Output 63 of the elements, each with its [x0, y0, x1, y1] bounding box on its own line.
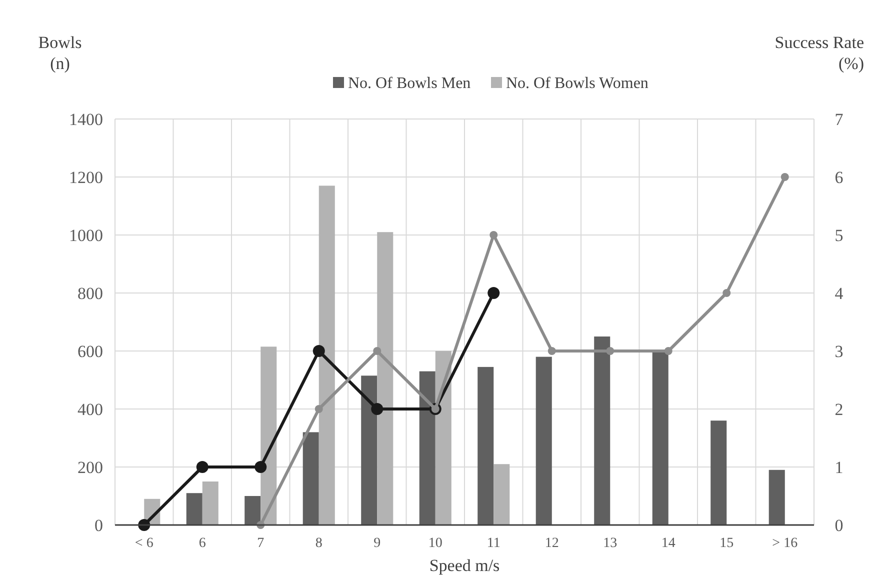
bar [361, 376, 378, 525]
y2-tick-label: 5 [834, 226, 844, 245]
point [664, 347, 672, 355]
bar [768, 470, 785, 525]
x-tick-label: < 6 [134, 536, 154, 551]
x-axis-title: Speed m/s [429, 556, 500, 575]
y-tick-label: 0 [94, 516, 103, 535]
bar [186, 493, 202, 525]
y2-axis-title: Success Rate (%) [774, 33, 864, 73]
point [548, 347, 556, 355]
point [488, 287, 500, 299]
x-tick-label: 14 [661, 536, 676, 551]
y-tick-label: 600 [78, 342, 103, 361]
y-tick-label: 1200 [69, 168, 103, 187]
legend-label: No. Of Bowls Men [348, 75, 471, 92]
bar [652, 351, 668, 525]
point [314, 405, 323, 413]
x-tick-label: 11 [486, 536, 500, 551]
y-axis-title: Bowls (n) [38, 33, 82, 73]
x-tick-label: 10 [428, 536, 442, 551]
legend-label: No. Of Bowls Women [506, 75, 648, 92]
y2-tick-label: 3 [834, 342, 844, 361]
x-tick-label: > 16 [772, 536, 798, 551]
point [606, 347, 614, 355]
point [371, 403, 384, 415]
point [254, 461, 267, 473]
x-tick-label: 15 [720, 536, 734, 551]
y2-tick-label: 7 [834, 110, 844, 129]
bar [594, 336, 610, 525]
bar [494, 464, 510, 525]
y-tick-label: 800 [78, 284, 103, 303]
x-tick-label: 9 [374, 536, 381, 551]
bar [318, 186, 335, 525]
point [373, 347, 382, 355]
bar [536, 356, 552, 525]
bar [435, 351, 452, 525]
bar [710, 420, 727, 525]
x-tick-label: 13 [603, 536, 618, 551]
bar [260, 346, 277, 525]
point [490, 231, 498, 239]
y2-tick-label: 1 [834, 458, 844, 477]
point [722, 289, 731, 297]
y-tick-label: 1400 [69, 110, 103, 129]
bar [419, 371, 436, 525]
x-tick-label: 7 [257, 536, 264, 551]
bar [202, 482, 218, 525]
bar [302, 432, 319, 525]
y2-tick-label: 2 [834, 400, 844, 419]
y2-tick-label: 6 [834, 168, 844, 187]
bar [377, 232, 394, 525]
x-tick-label: 12 [544, 536, 559, 551]
bar [244, 496, 261, 525]
x-tick-label: 6 [198, 536, 206, 551]
bar [478, 366, 494, 525]
y-tick-label: 400 [78, 400, 103, 419]
y-tick-label: 200 [78, 458, 103, 477]
point [312, 345, 325, 357]
y2-tick-label: 0 [834, 516, 844, 535]
y2-tick-label: 4 [834, 284, 844, 303]
y-tick-label: 1000 [69, 226, 103, 245]
point [780, 173, 789, 181]
x-tick-label: 8 [315, 536, 322, 551]
point [196, 461, 208, 473]
